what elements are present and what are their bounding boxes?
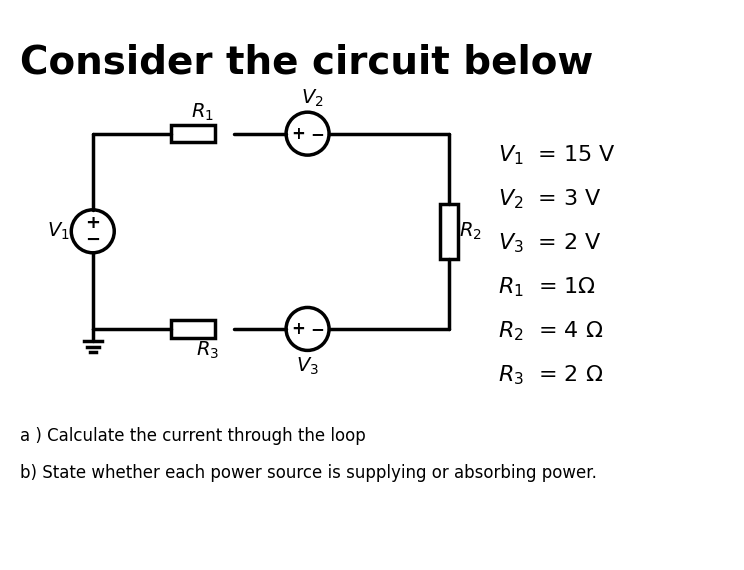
Text: −: − — [310, 125, 324, 142]
Text: b) State whether each power source is supplying or absorbing power.: b) State whether each power source is su… — [19, 463, 597, 482]
Text: $V_3$: $V_3$ — [296, 355, 319, 377]
Text: a ) Calculate the current through the loop: a ) Calculate the current through the lo… — [19, 426, 365, 445]
Bar — [171, 320, 215, 338]
Text: Consider the circuit below: Consider the circuit below — [19, 44, 593, 82]
Bar — [440, 204, 458, 259]
Text: $V_1$  = 15 V: $V_1$ = 15 V — [498, 144, 616, 167]
Text: +: + — [291, 125, 305, 142]
Text: $V_3$  = 2 V: $V_3$ = 2 V — [498, 231, 602, 255]
Bar — [171, 125, 215, 142]
Text: +: + — [86, 214, 100, 233]
Text: $R_3$: $R_3$ — [196, 340, 219, 361]
Text: $V_1$: $V_1$ — [47, 221, 70, 242]
Text: −: − — [310, 320, 324, 338]
Text: −: − — [86, 231, 100, 249]
Text: $R_2$: $R_2$ — [459, 221, 482, 242]
Text: +: + — [291, 320, 305, 338]
Text: $R_1$: $R_1$ — [191, 101, 214, 123]
Text: $V_2$: $V_2$ — [301, 88, 324, 109]
Text: $R_3$  = 2 $\Omega$: $R_3$ = 2 $\Omega$ — [498, 363, 603, 386]
Text: $V_2$  = 3 V: $V_2$ = 3 V — [498, 188, 602, 211]
Text: $R_1$  = 1$\Omega$: $R_1$ = 1$\Omega$ — [498, 275, 596, 299]
Text: $R_2$  = 4 $\Omega$: $R_2$ = 4 $\Omega$ — [498, 319, 603, 343]
